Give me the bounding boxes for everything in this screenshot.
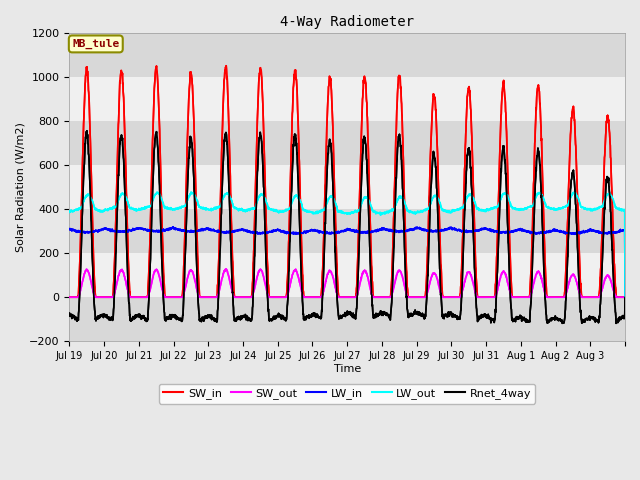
Legend: SW_in, SW_out, LW_in, LW_out, Rnet_4way: SW_in, SW_out, LW_in, LW_out, Rnet_4way [159,384,536,404]
LW_in [546,228,554,233]
Bar [69,209,625,253]
Bar [69,121,625,165]
LW_out [613,205,621,211]
SW_in [241,294,249,300]
LW_in [515,227,522,233]
Rnet_4way [614,318,621,324]
Rnet_4way [65,311,73,316]
SW_out [222,266,230,272]
LW_out [621,294,629,300]
Rnet_4way [612,321,620,326]
LW_out [241,207,249,213]
Rnet_4way [621,295,629,300]
SW_out [121,276,129,281]
SW_in [222,63,230,69]
Bar [69,297,625,341]
Rnet_4way [381,310,388,316]
SW_out [241,294,249,300]
LW_in [241,228,249,233]
Title: 4-Way Radiometer: 4-Way Radiometer [280,15,414,29]
Y-axis label: Solar Radiation (W/m2): Solar Radiation (W/m2) [15,122,25,252]
SW_in [381,294,388,300]
Bar [69,33,625,77]
Bar [69,77,625,121]
LW_out [381,211,388,216]
SW_in [621,294,629,300]
Rnet_4way [121,193,129,199]
Bar [69,253,625,297]
Line: Rnet_4way: Rnet_4way [69,131,625,324]
SW_out [65,294,73,300]
SW_out [515,294,522,300]
SW_out [621,294,629,300]
LW_out [546,205,554,211]
LW_in [621,294,629,300]
LW_out [515,207,522,213]
SW_in [65,294,73,300]
Line: SW_in: SW_in [69,66,625,297]
LW_out [65,209,73,215]
SW_out [381,294,388,300]
LW_out [154,189,161,195]
SW_in [613,294,621,300]
Line: SW_out: SW_out [69,269,625,297]
Bar [69,165,625,209]
LW_in [65,226,73,231]
Text: MB_tule: MB_tule [72,39,120,49]
X-axis label: Time: Time [333,364,361,374]
Rnet_4way [83,128,91,134]
SW_in [515,294,522,300]
LW_in [169,224,177,230]
SW_out [613,294,621,300]
SW_in [121,134,129,140]
Line: LW_out: LW_out [69,192,625,297]
Line: LW_in: LW_in [69,227,625,297]
LW_in [121,229,129,235]
LW_in [613,229,621,235]
LW_out [121,194,129,200]
SW_out [546,294,554,300]
SW_in [546,294,554,300]
LW_in [381,226,388,232]
Rnet_4way [241,313,249,319]
Rnet_4way [515,314,522,320]
Rnet_4way [546,316,554,322]
